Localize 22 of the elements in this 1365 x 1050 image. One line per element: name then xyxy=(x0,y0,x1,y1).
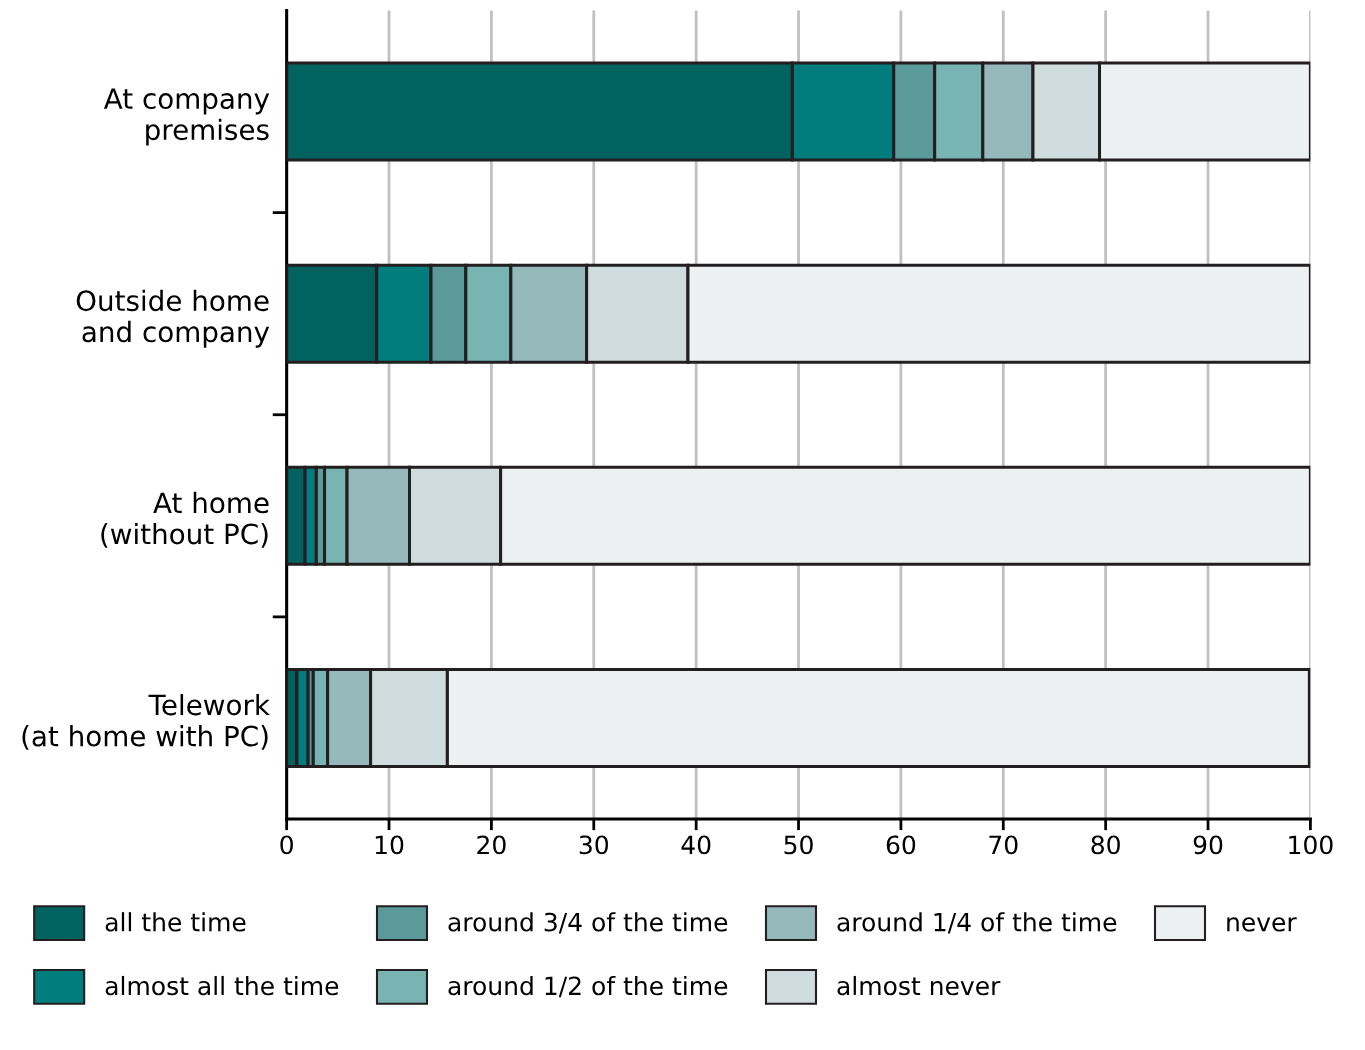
x-tick-label: 40 xyxy=(681,835,711,855)
legend-label: around 1/2 of the time xyxy=(448,975,728,998)
legend-label: around 3/4 of the time xyxy=(448,912,728,934)
legend-label: never xyxy=(1227,917,1297,932)
x-tick-label: 20 xyxy=(477,835,506,855)
y-tick-label: Telework (at home with PC) xyxy=(22,693,270,750)
x-tick-label: 80 xyxy=(1091,835,1120,855)
legend-label: almost all the time xyxy=(105,975,339,996)
legend-label: all the time xyxy=(105,912,246,932)
legend-label: around 1/4 of the time xyxy=(837,912,1117,934)
x-tick-label: 100 xyxy=(1289,835,1333,855)
x-tick-label: 70 xyxy=(989,835,1018,855)
x-tick-label: 50 xyxy=(784,835,813,855)
y-tick-label: Outside home and company xyxy=(76,289,270,348)
y-tick-label: At company premises xyxy=(103,88,270,146)
x-tick-label: 60 xyxy=(886,835,916,855)
x-tick-label: 10 xyxy=(375,835,404,855)
y-tick-label: At home (without PC) xyxy=(101,491,269,548)
x-tick-label: 0 xyxy=(280,835,293,855)
x-tick-label: 30 xyxy=(579,835,609,855)
legend-label: almost never xyxy=(837,975,1001,996)
x-tick-label: 90 xyxy=(1193,835,1223,855)
